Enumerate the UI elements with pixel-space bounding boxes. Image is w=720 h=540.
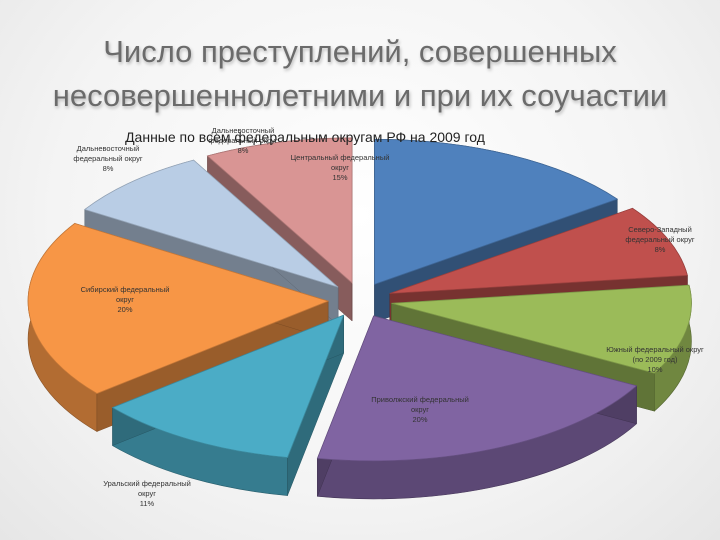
slice-value-0: 15% bbox=[332, 173, 347, 182]
slice-5 bbox=[27, 222, 330, 394]
slice-2 bbox=[391, 284, 692, 374]
slice-label-0: Центральный федеральный округ 15% bbox=[291, 153, 390, 182]
slice-0 bbox=[374, 138, 619, 285]
slice-label-5: Сибирский федеральный округ 20% bbox=[81, 285, 170, 314]
slide-title-line1: Число преступлений, совершенных bbox=[103, 34, 617, 69]
slide-title-line2: несовершеннолетними и при их соучастии bbox=[52, 78, 668, 113]
slice-4 bbox=[111, 314, 345, 459]
slice-value-4: 11% bbox=[140, 499, 155, 508]
slice-value-5: 20% bbox=[117, 305, 132, 314]
slice-value-1: 8% bbox=[655, 245, 666, 254]
chart-subtitle: Данные по всем федеральным округам РФ на… bbox=[125, 129, 485, 145]
slice-6 bbox=[83, 159, 339, 288]
slide-title: Число преступлений, совершенных несоверш… bbox=[0, 30, 720, 118]
slice-1 bbox=[389, 207, 688, 294]
slice-value-6: 8% bbox=[103, 164, 114, 173]
slice-label-7: Дальневосточный федеральный округ 8% bbox=[208, 126, 277, 155]
slice-value-2: 10% bbox=[647, 365, 662, 374]
slice-label-2: Южный федеральный округ (по 2009 год) 10% bbox=[606, 345, 704, 374]
slice-label-1: Северо-Западный федеральный округ 8% bbox=[625, 225, 694, 254]
slice-3 bbox=[316, 315, 638, 462]
slice-value-3: 20% bbox=[412, 415, 427, 424]
slice-label-3: Приволжский федеральный округ 20% bbox=[371, 395, 469, 424]
slice-label-6: Дальневосточный федеральный округ 8% bbox=[73, 144, 142, 173]
slice-value-7: 8% bbox=[238, 146, 249, 155]
slice-label-4: Уральский федеральный округ 11% bbox=[103, 479, 191, 508]
slice-7 bbox=[206, 137, 353, 284]
